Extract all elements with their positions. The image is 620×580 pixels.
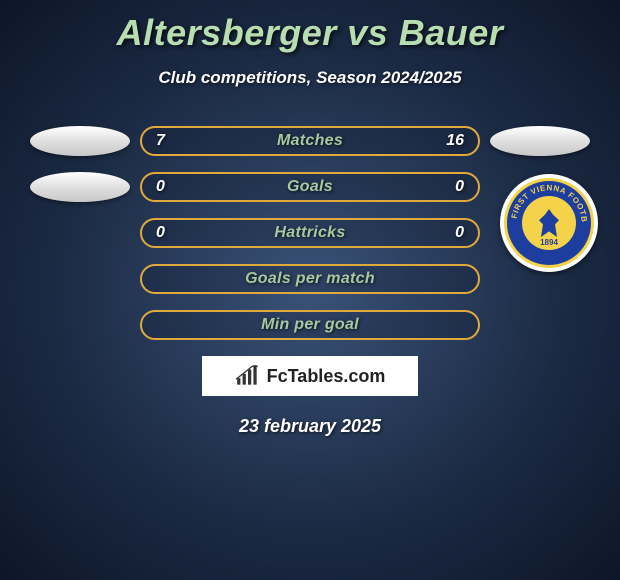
stat-pill: Min per goal	[140, 310, 480, 340]
left-badge-slot	[20, 172, 140, 202]
stat-label: Goals per match	[245, 270, 375, 288]
stat-pill: 0 Goals 0	[140, 172, 480, 202]
stat-label: Hattricks	[274, 224, 345, 242]
subtitle: Club competitions, Season 2024/2025	[0, 68, 620, 88]
player1-club-placeholder-icon	[30, 172, 130, 202]
stat-pill: Goals per match	[140, 264, 480, 294]
left-badge-slot	[20, 126, 140, 156]
stat-value-left: 0	[156, 178, 165, 196]
stat-value-right: 16	[446, 132, 464, 150]
watermark-text: FcTables.com	[267, 366, 386, 387]
date-label: 23 february 2025	[0, 416, 620, 437]
player2-club-placeholder-icon	[490, 126, 590, 156]
club-badge-figure-icon	[539, 209, 559, 237]
stat-row-matches: 7 Matches 16	[0, 126, 620, 156]
stat-value-left: 0	[156, 224, 165, 242]
club-badge-vienna: FIRST VIENNA FOOTBALL CLUB 1894	[500, 174, 598, 272]
page-title: Altersberger vs Bauer	[0, 0, 620, 54]
club-badge-year: 1894	[540, 238, 558, 247]
bar-chart-icon	[235, 365, 261, 387]
player1-club-placeholder-icon	[30, 126, 130, 156]
stat-pill: 7 Matches 16	[140, 126, 480, 156]
stat-value-right: 0	[455, 224, 464, 242]
stat-label: Min per goal	[261, 316, 359, 334]
right-badge-slot	[480, 126, 600, 156]
stat-value-left: 7	[156, 132, 165, 150]
stat-value-right: 0	[455, 178, 464, 196]
stat-label: Matches	[277, 132, 343, 150]
stat-row-mpg: Min per goal	[0, 310, 620, 340]
watermark-link[interactable]: FcTables.com	[202, 356, 418, 396]
stat-label: Goals	[287, 178, 333, 196]
stat-pill: 0 Hattricks 0	[140, 218, 480, 248]
